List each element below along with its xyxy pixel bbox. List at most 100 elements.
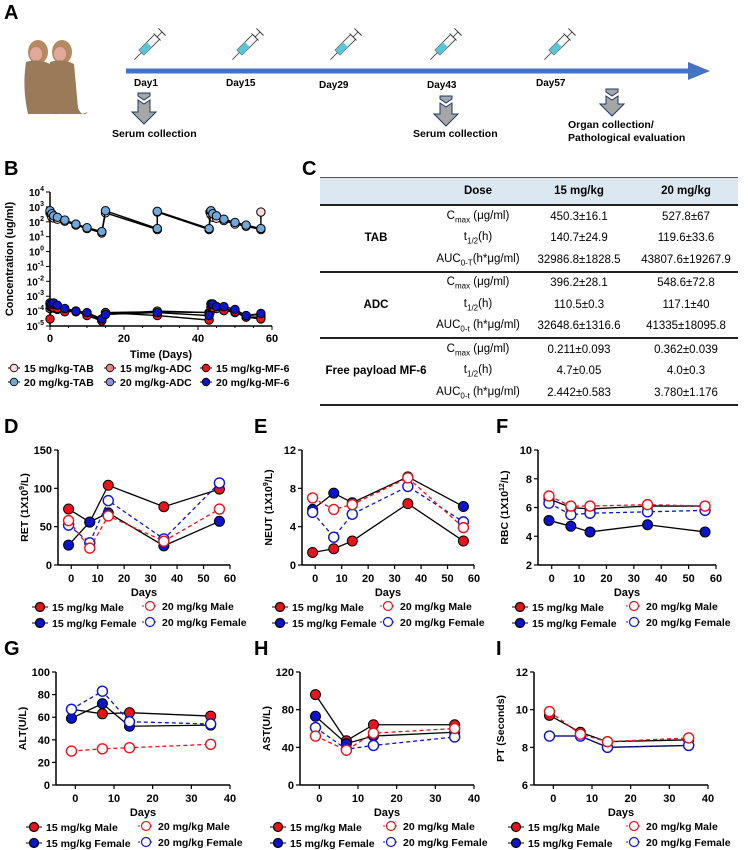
- legend-marker: [274, 617, 286, 629]
- data-point: [543, 705, 556, 718]
- down-arrow-icon: [432, 95, 460, 127]
- y-tick-label: 104: [29, 186, 44, 199]
- day-label: Day43: [427, 80, 457, 91]
- value-20mg-cell: 0.362±0.039: [654, 343, 718, 356]
- table-header-cell: 20 mg/kg: [634, 177, 738, 206]
- series-20-mg-kg-male: [543, 490, 711, 512]
- legend-item: 20 mg/kg-MF-6: [200, 377, 290, 389]
- legend-marker: [385, 836, 397, 848]
- data-point: [340, 744, 353, 756]
- table-row: Cmax (μg/ml) 450.3±16.1 527.8±67: [320, 205, 738, 228]
- y-axis-label: ALT(U/L): [17, 707, 29, 751]
- panel-letter-b: B: [4, 158, 19, 180]
- x-axis-label: Days: [374, 807, 400, 819]
- x-tick-label: 10: [92, 573, 104, 585]
- panel-letter-h: H: [254, 638, 269, 660]
- data-point: [45, 314, 55, 324]
- table-row: ADC t1/2(h) 110.5±0.3 117.1±40: [320, 294, 738, 316]
- x-tick-label: 40: [415, 573, 427, 585]
- data-point: [60, 303, 70, 314]
- legend-item: 15 mg/kg Male: [272, 601, 364, 614]
- data-point: [123, 742, 136, 754]
- data-point: [82, 223, 92, 233]
- y-axis-label: RBC (1X1012/L): [499, 470, 511, 544]
- y-tick-label: 10: [516, 705, 528, 717]
- y-axis-label: AST(U/L): [261, 706, 273, 751]
- legend-label: 15 mg/kg-MF-6: [216, 363, 290, 375]
- legend-label: 20 mg/kg Male: [403, 821, 475, 833]
- x-tick-label: 40: [468, 793, 480, 805]
- series-20-mg-kg-female: [65, 685, 217, 730]
- data-point: [71, 219, 81, 229]
- x-tick-label: 10: [352, 793, 364, 805]
- x-axis-label: Days: [131, 587, 157, 599]
- data-point: [584, 526, 596, 538]
- legend-item: 20 mg/kg Female: [626, 836, 731, 849]
- panel-letter-f: F: [496, 416, 509, 438]
- data-point: [213, 515, 225, 527]
- data-point: [230, 217, 240, 228]
- series-15-mg-kg-male: [309, 689, 461, 747]
- data-point: [682, 732, 695, 744]
- legend-label: 15 mg/kg-TAB: [24, 363, 94, 375]
- legend-item: 20 mg/kg Female: [142, 616, 247, 629]
- monkey-image: [24, 40, 88, 115]
- data-point: [60, 215, 70, 225]
- data-point: [123, 716, 136, 728]
- legend-item: 15 mg/kg Male: [270, 821, 362, 834]
- x-tick-label: 30: [663, 793, 675, 805]
- serum-collection-label: Serum collection: [413, 128, 498, 140]
- legend-marker: [510, 837, 522, 849]
- x-tick-label: 0: [316, 793, 322, 805]
- y-tick-label: 10-5: [27, 320, 44, 333]
- legend-marker: [9, 377, 19, 387]
- legend-marker: [628, 820, 640, 832]
- data-point: [96, 743, 109, 755]
- legend-item: 15 mg/kg Male: [26, 821, 118, 834]
- day-label: Day57: [536, 78, 566, 89]
- legend-item: 15 mg/kg-ADC: [104, 363, 192, 375]
- value-20mg-cell: 41335±18095.8: [634, 315, 738, 339]
- data-point: [584, 500, 596, 512]
- series-20-mg-kg-male: [65, 738, 217, 757]
- y-axis-label: RET (1X109/L): [19, 473, 31, 542]
- y-tick-label: 100: [34, 483, 52, 495]
- y-tick-label: 10-4: [27, 305, 44, 318]
- legend-item: 15 mg/kg Female: [512, 617, 617, 630]
- value-20mg-cell: 43807.6±19267.9: [634, 249, 738, 273]
- x-tick-label: 0: [47, 333, 53, 345]
- legend-item: 15 mg/kg Male: [512, 601, 604, 614]
- x-axis-label: Days: [608, 807, 634, 819]
- value-20mg-cell: 119.6±33.6: [657, 232, 715, 245]
- x-tick-label: 40: [702, 793, 714, 805]
- y-tick-label: 4: [526, 531, 533, 543]
- data-point: [641, 498, 654, 511]
- organ-collection-label: Organ collection/: [568, 119, 654, 131]
- data-point: [367, 739, 380, 752]
- legend-label: 20 mg/kg-ADC: [120, 377, 192, 389]
- legend-item: 20 mg/kg Female: [138, 836, 243, 849]
- series-20-mg-kg-female: [306, 480, 470, 543]
- legend-item: 20 mg/kg Male: [138, 820, 230, 833]
- legend-item: 15 mg/kg-TAB: [8, 363, 94, 375]
- data-point: [346, 498, 358, 511]
- timeline-diagram: Day1 Day15 Day29 Day43 Day57 Serum colle…: [24, 28, 710, 144]
- day-label: Day1: [134, 78, 158, 89]
- x-tick-label: 0: [550, 793, 556, 805]
- series-20-mg-kg-tab: [45, 206, 266, 237]
- legend-marker: [140, 836, 152, 848]
- legend-item: 15 mg/kg Female: [26, 837, 131, 850]
- legend-marker: [9, 363, 19, 373]
- data-point: [307, 547, 319, 559]
- data-point: [574, 728, 587, 740]
- y-tick-label: 80: [38, 690, 50, 702]
- legend-label: 20 mg/kg Male: [646, 821, 718, 833]
- x-tick-label: 10: [336, 573, 348, 585]
- legend-item: 15 mg/kg Male: [32, 601, 124, 614]
- chart-e-neut: 0 4 8 12 0 10 20 30 40 50 60 Days NEUT (1X109/L) 15 m…: [263, 445, 485, 630]
- legend-marker: [628, 600, 640, 612]
- legend-item: 15 mg/kg Male: [508, 821, 600, 834]
- x-tick-label: 20: [362, 573, 374, 585]
- legend-marker: [105, 363, 115, 373]
- x-tick-label: 40: [224, 793, 236, 805]
